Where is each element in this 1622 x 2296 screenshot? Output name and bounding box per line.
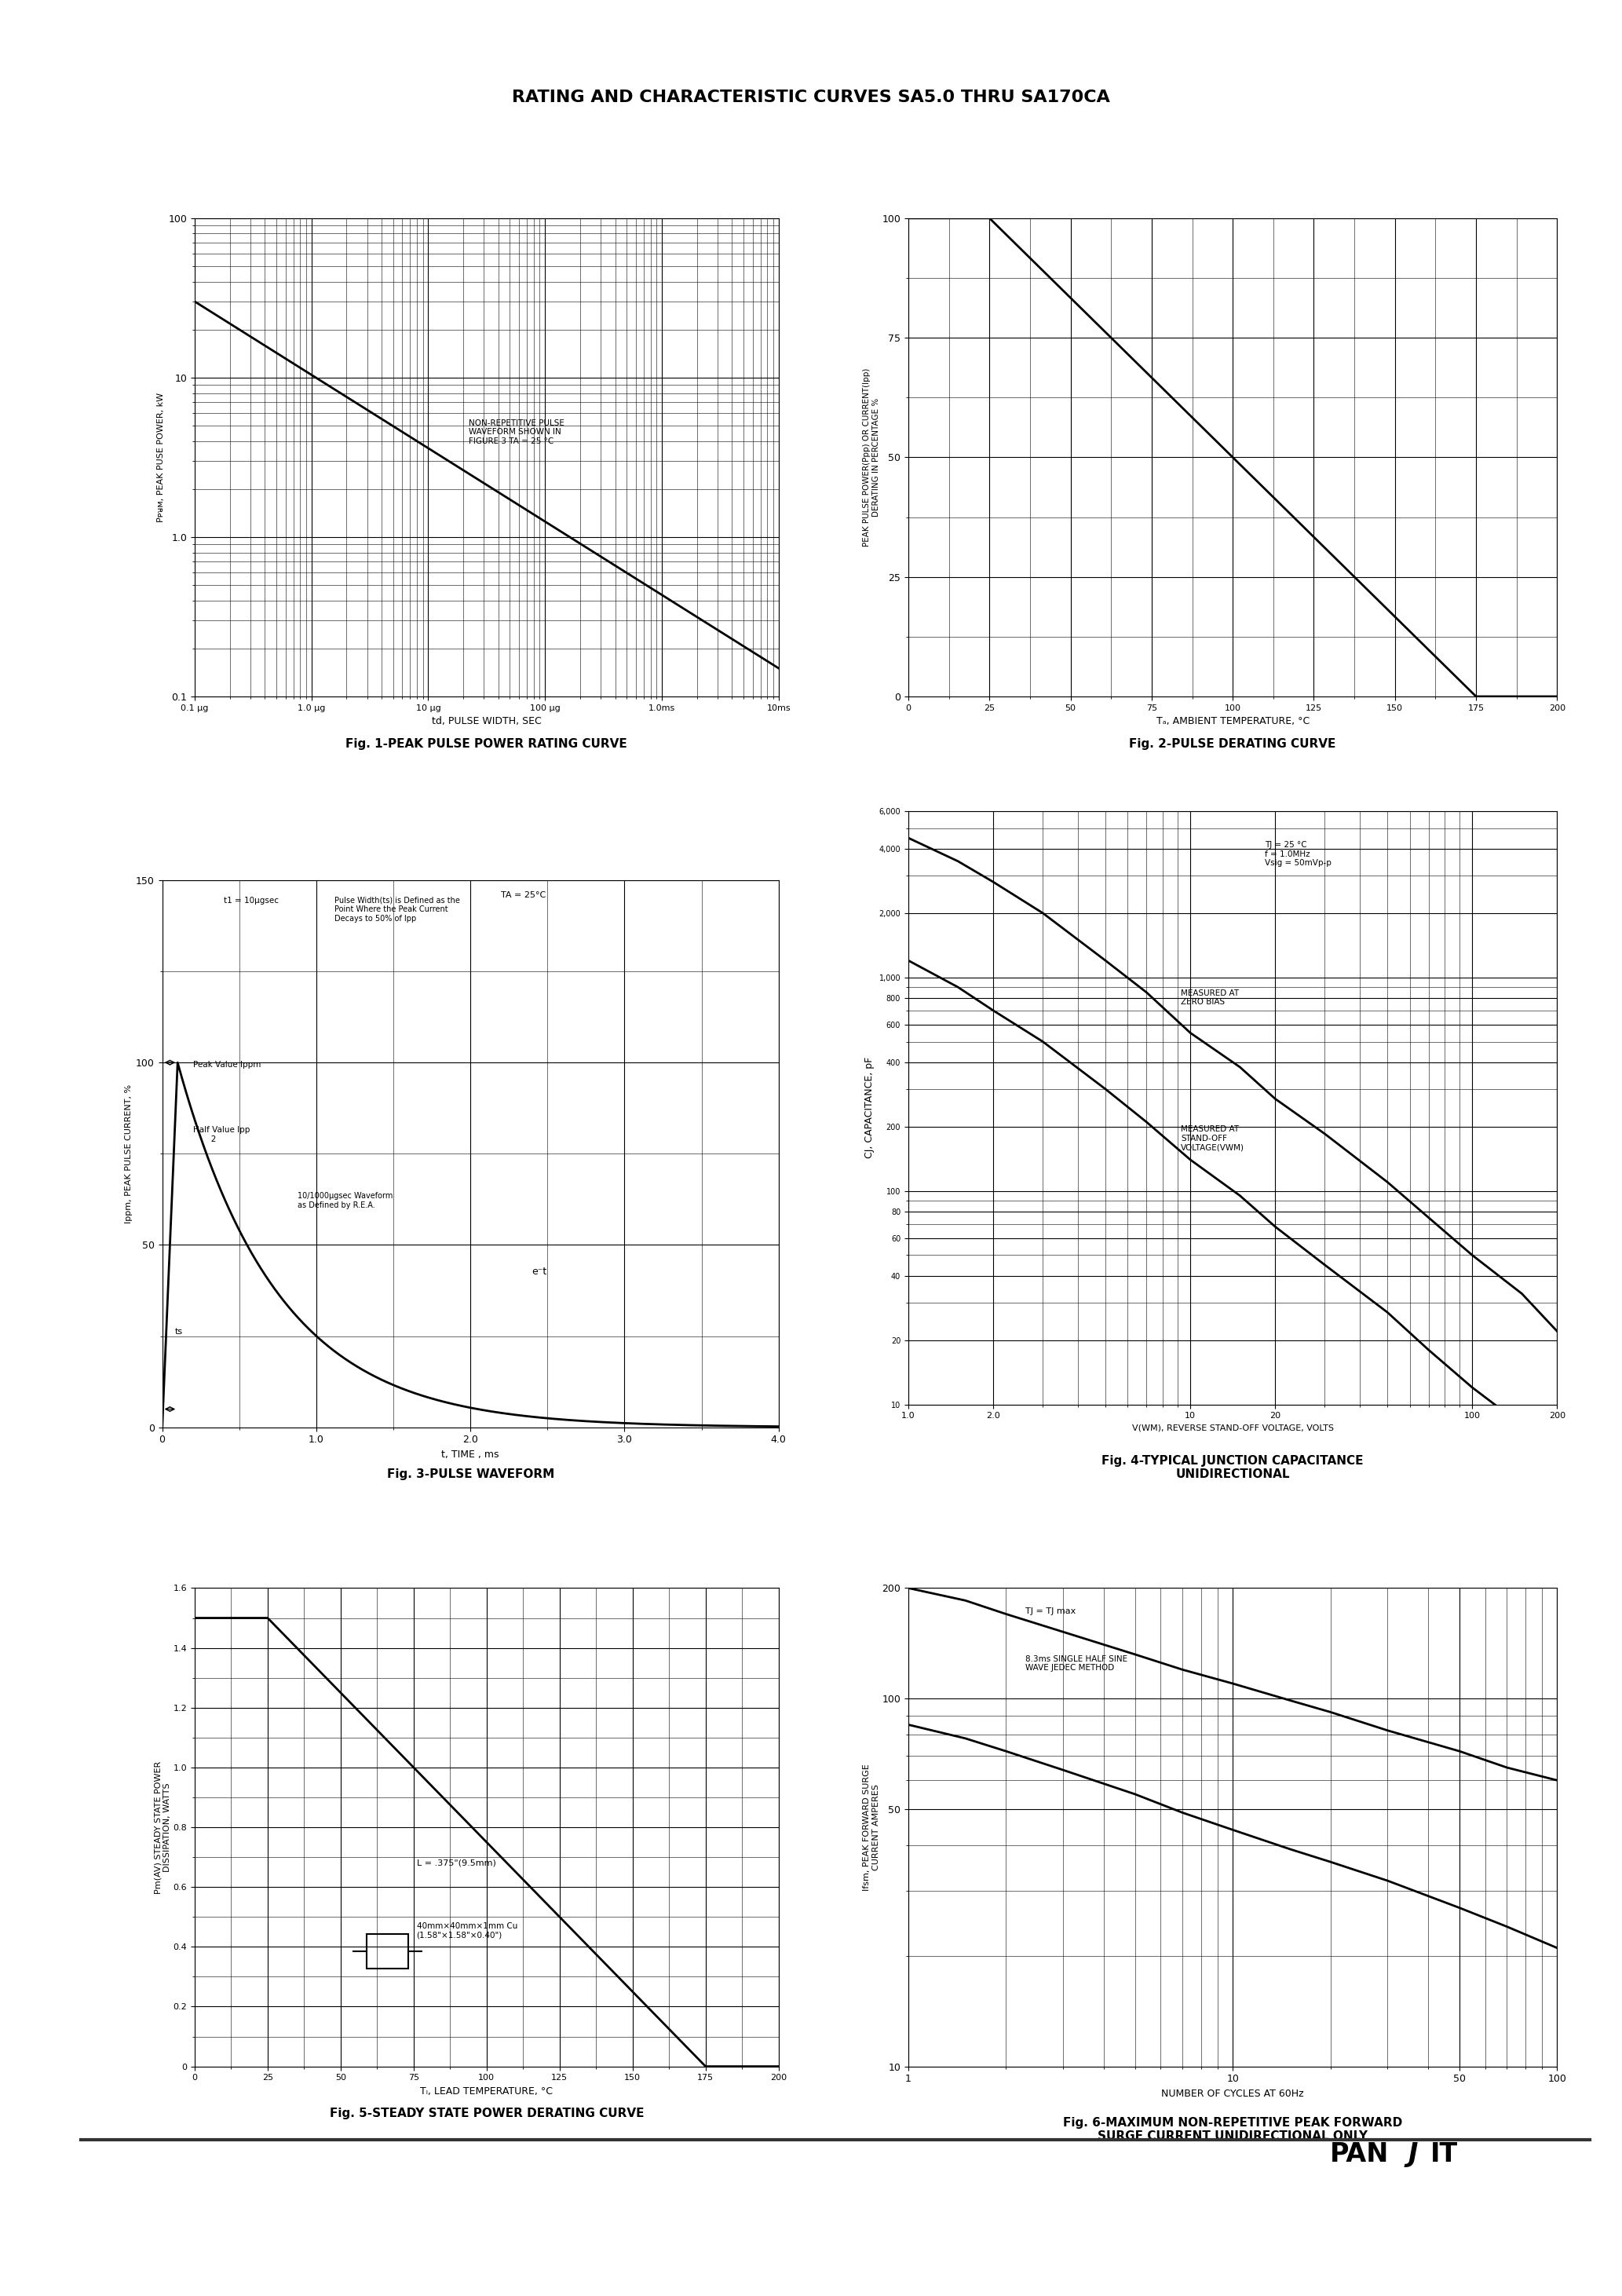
Text: TA = 25°C: TA = 25°C <box>501 891 547 900</box>
Text: NON-REPETITIVE PULSE
WAVEFORM SHOWN IN
FIGURE 3 TA = 25 °C: NON-REPETITIVE PULSE WAVEFORM SHOWN IN F… <box>469 420 564 445</box>
Text: TJ = TJ max: TJ = TJ max <box>1025 1607 1075 1614</box>
Text: PAN: PAN <box>1330 2142 1388 2167</box>
X-axis label: V(WM), REVERSE STAND-OFF VOLTAGE, VOLTS: V(WM), REVERSE STAND-OFF VOLTAGE, VOLTS <box>1132 1424 1333 1433</box>
Text: ts: ts <box>175 1327 183 1336</box>
Text: MEASURED AT
ZERO BIAS: MEASURED AT ZERO BIAS <box>1181 990 1239 1006</box>
X-axis label: Tₗ, LEAD TEMPERATURE, °C: Tₗ, LEAD TEMPERATURE, °C <box>420 2087 553 2096</box>
Y-axis label: Ifsm, PEAK FORWARD SURGE
CURRENT AMPERES: Ifsm, PEAK FORWARD SURGE CURRENT AMPERES <box>863 1763 879 1890</box>
Text: MEASURED AT
STAND-OFF
VOLTAGE(VWM): MEASURED AT STAND-OFF VOLTAGE(VWM) <box>1181 1125 1244 1153</box>
Text: 40mm×40mm×1mm Cu
(1.58"×1.58"×0.40"): 40mm×40mm×1mm Cu (1.58"×1.58"×0.40") <box>417 1922 517 1938</box>
Text: Fig. 1-PEAK PULSE POWER RATING CURVE: Fig. 1-PEAK PULSE POWER RATING CURVE <box>345 737 628 748</box>
X-axis label: Tₐ, AMBIENT TEMPERATURE, °C: Tₐ, AMBIENT TEMPERATURE, °C <box>1156 716 1309 726</box>
Y-axis label: CJ, CAPACITANCE, pF: CJ, CAPACITANCE, pF <box>865 1056 874 1159</box>
Text: t1 = 10μgsec: t1 = 10μgsec <box>224 895 279 905</box>
Text: Half Value Ipp
       2: Half Value Ipp 2 <box>193 1127 250 1143</box>
Text: IT: IT <box>1431 2142 1458 2167</box>
Text: Pulse Width(ts) is Defined as the
Point Where the Peak Current
Decays to 50% of : Pulse Width(ts) is Defined as the Point … <box>334 895 461 923</box>
Y-axis label: Pᴘᴚᴍ, PEAK PUSE POWER, kW: Pᴘᴚᴍ, PEAK PUSE POWER, kW <box>157 393 165 521</box>
X-axis label: NUMBER OF CYCLES AT 60Hz: NUMBER OF CYCLES AT 60Hz <box>1161 2089 1304 2099</box>
Text: 10/1000μgsec Waveform
as Defined by R.E.A.: 10/1000μgsec Waveform as Defined by R.E.… <box>298 1192 393 1210</box>
Text: Peak Value Ippm: Peak Value Ippm <box>193 1061 261 1068</box>
Text: Fig. 2-PULSE DERATING CURVE: Fig. 2-PULSE DERATING CURVE <box>1129 737 1337 748</box>
Text: 8.3ms SINGLE HALF SINE
WAVE JEDEC METHOD: 8.3ms SINGLE HALF SINE WAVE JEDEC METHOD <box>1025 1655 1127 1671</box>
Text: Fig. 5-STEADY STATE POWER DERATING CURVE: Fig. 5-STEADY STATE POWER DERATING CURVE <box>329 2108 644 2119</box>
Text: Fig. 3-PULSE WAVEFORM: Fig. 3-PULSE WAVEFORM <box>386 1469 555 1481</box>
Y-axis label: PEAK PULSE POWER(Ppp) OR CURRENT(Ipp)
DERATING IN PERCENTAGE %: PEAK PULSE POWER(Ppp) OR CURRENT(Ipp) DE… <box>863 367 879 546</box>
Text: Fig. 4-TYPICAL JUNCTION CAPACITANCE
UNIDIRECTIONAL: Fig. 4-TYPICAL JUNCTION CAPACITANCE UNID… <box>1101 1456 1364 1481</box>
X-axis label: t, TIME , ms: t, TIME , ms <box>441 1449 500 1460</box>
X-axis label: td, PULSE WIDTH, SEC: td, PULSE WIDTH, SEC <box>431 716 542 726</box>
Text: Fig. 6-MAXIMUM NON-REPETITIVE PEAK FORWARD
SURGE CURRENT UNIDIRECTIONAL ONLY: Fig. 6-MAXIMUM NON-REPETITIVE PEAK FORWA… <box>1062 2117 1403 2142</box>
Text: L = .375"(9.5mm): L = .375"(9.5mm) <box>417 1860 496 1867</box>
Text: TJ = 25 °C
f = 1.0MHz
Vsig = 50mVp-p: TJ = 25 °C f = 1.0MHz Vsig = 50mVp-p <box>1265 840 1332 868</box>
Y-axis label: Pm(AV) STEADY STATE POWER
DISSIPATION, WATTS: Pm(AV) STEADY STATE POWER DISSIPATION, W… <box>154 1761 170 1894</box>
Text: RATING AND CHARACTERISTIC CURVES SA5.0 THRU SA170CA: RATING AND CHARACTERISTIC CURVES SA5.0 T… <box>513 90 1109 106</box>
Text: J: J <box>1408 2142 1418 2167</box>
Text: e⁻t: e⁻t <box>532 1267 547 1277</box>
Y-axis label: Ippm, PEAK PULSE CURRENT, %: Ippm, PEAK PULSE CURRENT, % <box>125 1084 133 1224</box>
